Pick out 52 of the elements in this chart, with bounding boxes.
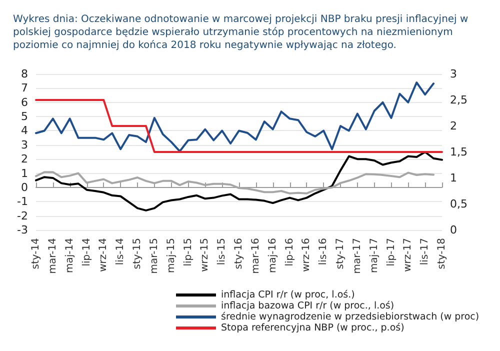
x-tick-label: mar-16 bbox=[250, 238, 262, 274]
x-tick-label: maj-14 bbox=[64, 238, 76, 273]
x-tick-label: sty-16 bbox=[234, 238, 244, 270]
legend-label: Stopa referencyjna NBP (w proc., p.oś) bbox=[221, 322, 404, 334]
y2-tick-label: 2 bbox=[450, 120, 457, 132]
x-tick-label: lis-15 bbox=[216, 238, 228, 266]
x-tick-label: lip-16 bbox=[284, 238, 296, 266]
y-tick-label: -3 bbox=[17, 224, 28, 236]
x-tick-label: lis-14 bbox=[115, 238, 126, 266]
y2-tick-label: 3 bbox=[450, 68, 457, 80]
x-tick-label: lip-17 bbox=[386, 238, 397, 266]
x-tick-label: lis-17 bbox=[420, 238, 431, 266]
x-tick-label: sty-15 bbox=[132, 238, 143, 270]
x-tick-label: mar-17 bbox=[352, 238, 363, 274]
legend-label: inflacja CPI r/r (w proc, l.oś.) bbox=[221, 290, 355, 300]
y2-tick-label: 0,5 bbox=[450, 198, 468, 210]
y-tick-label: 1 bbox=[21, 166, 28, 180]
x-tick-label: wrz-16 bbox=[301, 238, 312, 272]
y-tick-label: 5 bbox=[21, 110, 28, 124]
y2-tick-label: 2,5 bbox=[450, 94, 468, 106]
y-tick-label: 8 bbox=[21, 68, 28, 80]
x-tick-label: mar-14 bbox=[47, 238, 58, 274]
x-tick-label: wrz-17 bbox=[402, 238, 414, 272]
x-tick-label: lip-15 bbox=[182, 238, 194, 266]
x-tick-label: lis-16 bbox=[318, 238, 330, 266]
x-tick-label: sty-17 bbox=[335, 238, 346, 270]
legend-label: średnie wynagrodzenie w przedsiebiorstwach (w proc) bbox=[221, 312, 480, 322]
y2-tick-label: 0 bbox=[450, 224, 457, 236]
legend-label: inflacja bazowa CPI r/r (w proc., l.oś) bbox=[221, 300, 394, 312]
line-series bbox=[35, 171, 435, 194]
y-tick-label: 4 bbox=[21, 124, 28, 138]
x-tick-label: sty-14 bbox=[30, 238, 42, 270]
line-series bbox=[35, 151, 443, 212]
x-tick-label: maj-16 bbox=[267, 238, 278, 273]
x-tick-label: maj-17 bbox=[368, 238, 380, 273]
y-tick-label: 7 bbox=[21, 82, 28, 95]
y-tick-label: -2 bbox=[17, 209, 28, 222]
chart-title: Wykres dnia: Oczekiwane odnotowanie w marcowej projekcji NBP braku presji inflacyjnej w polskiej gospodarce będzie wspierało utrzymanie stóp procentowych na niezmienionym poziomie co najmniej do końca 2018 roku negatywnie wpływając na złotego. bbox=[13, 14, 472, 51]
x-tick-label: sty-18 bbox=[436, 238, 448, 270]
line-series bbox=[35, 82, 435, 152]
y2-tick-label: 1,5 bbox=[450, 146, 468, 158]
x-tick-label: lip-14 bbox=[81, 238, 92, 266]
x-tick-label: maj-15 bbox=[166, 238, 177, 273]
y-tick-label: 0 bbox=[21, 180, 28, 194]
y-tick-label: 6 bbox=[21, 96, 28, 109]
x-tick-label: wrz-15 bbox=[200, 238, 211, 272]
y-tick-label: -1 bbox=[17, 195, 28, 208]
x-tick-label: wrz-14 bbox=[98, 238, 110, 272]
y-tick-label: 2 bbox=[21, 152, 28, 166]
y-tick-label: 3 bbox=[21, 138, 28, 152]
y2-tick-label: 1 bbox=[450, 172, 457, 184]
x-tick-label: mar-15 bbox=[148, 238, 160, 274]
